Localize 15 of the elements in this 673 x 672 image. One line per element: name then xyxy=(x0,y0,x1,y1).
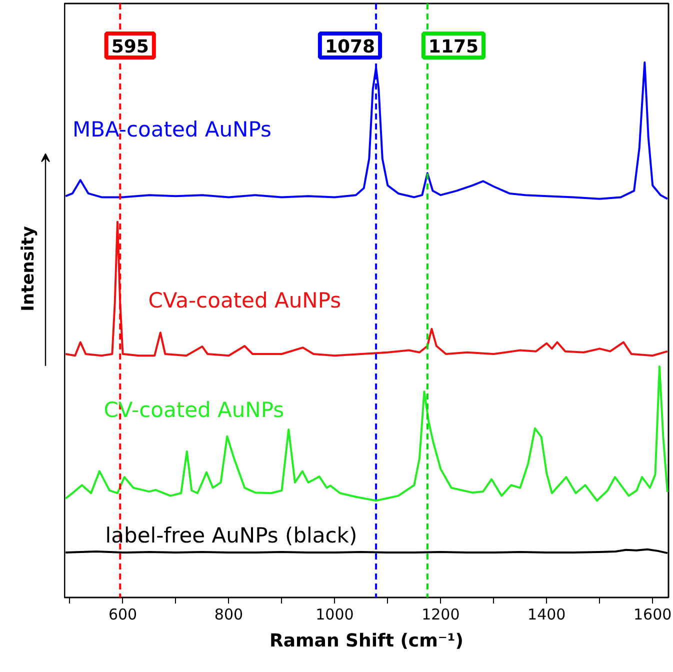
x-tick-label: 600 xyxy=(108,606,138,624)
ref-line-label: 1175 xyxy=(428,36,479,58)
y-axis-title: Intensity xyxy=(18,226,38,312)
x-tick-label: 1200 xyxy=(422,606,460,624)
series-label: label-free AuNPs (black) xyxy=(105,523,358,548)
series-label: CV-coated AuNPs xyxy=(104,398,284,422)
x-tick-label: 1400 xyxy=(528,606,566,624)
x-tick-label: 800 xyxy=(214,606,244,624)
ref-line-label: 595 xyxy=(111,36,149,58)
x-tick-label: 1600 xyxy=(634,606,672,624)
x-axis-title: Raman Shift (cm⁻¹) xyxy=(270,630,464,652)
series-label: CVa-coated AuNPs xyxy=(148,288,342,312)
ref-line-label: 1078 xyxy=(324,36,376,58)
x-tick-label: 1000 xyxy=(316,606,354,624)
series-label: MBA-coated AuNPs xyxy=(72,117,272,142)
